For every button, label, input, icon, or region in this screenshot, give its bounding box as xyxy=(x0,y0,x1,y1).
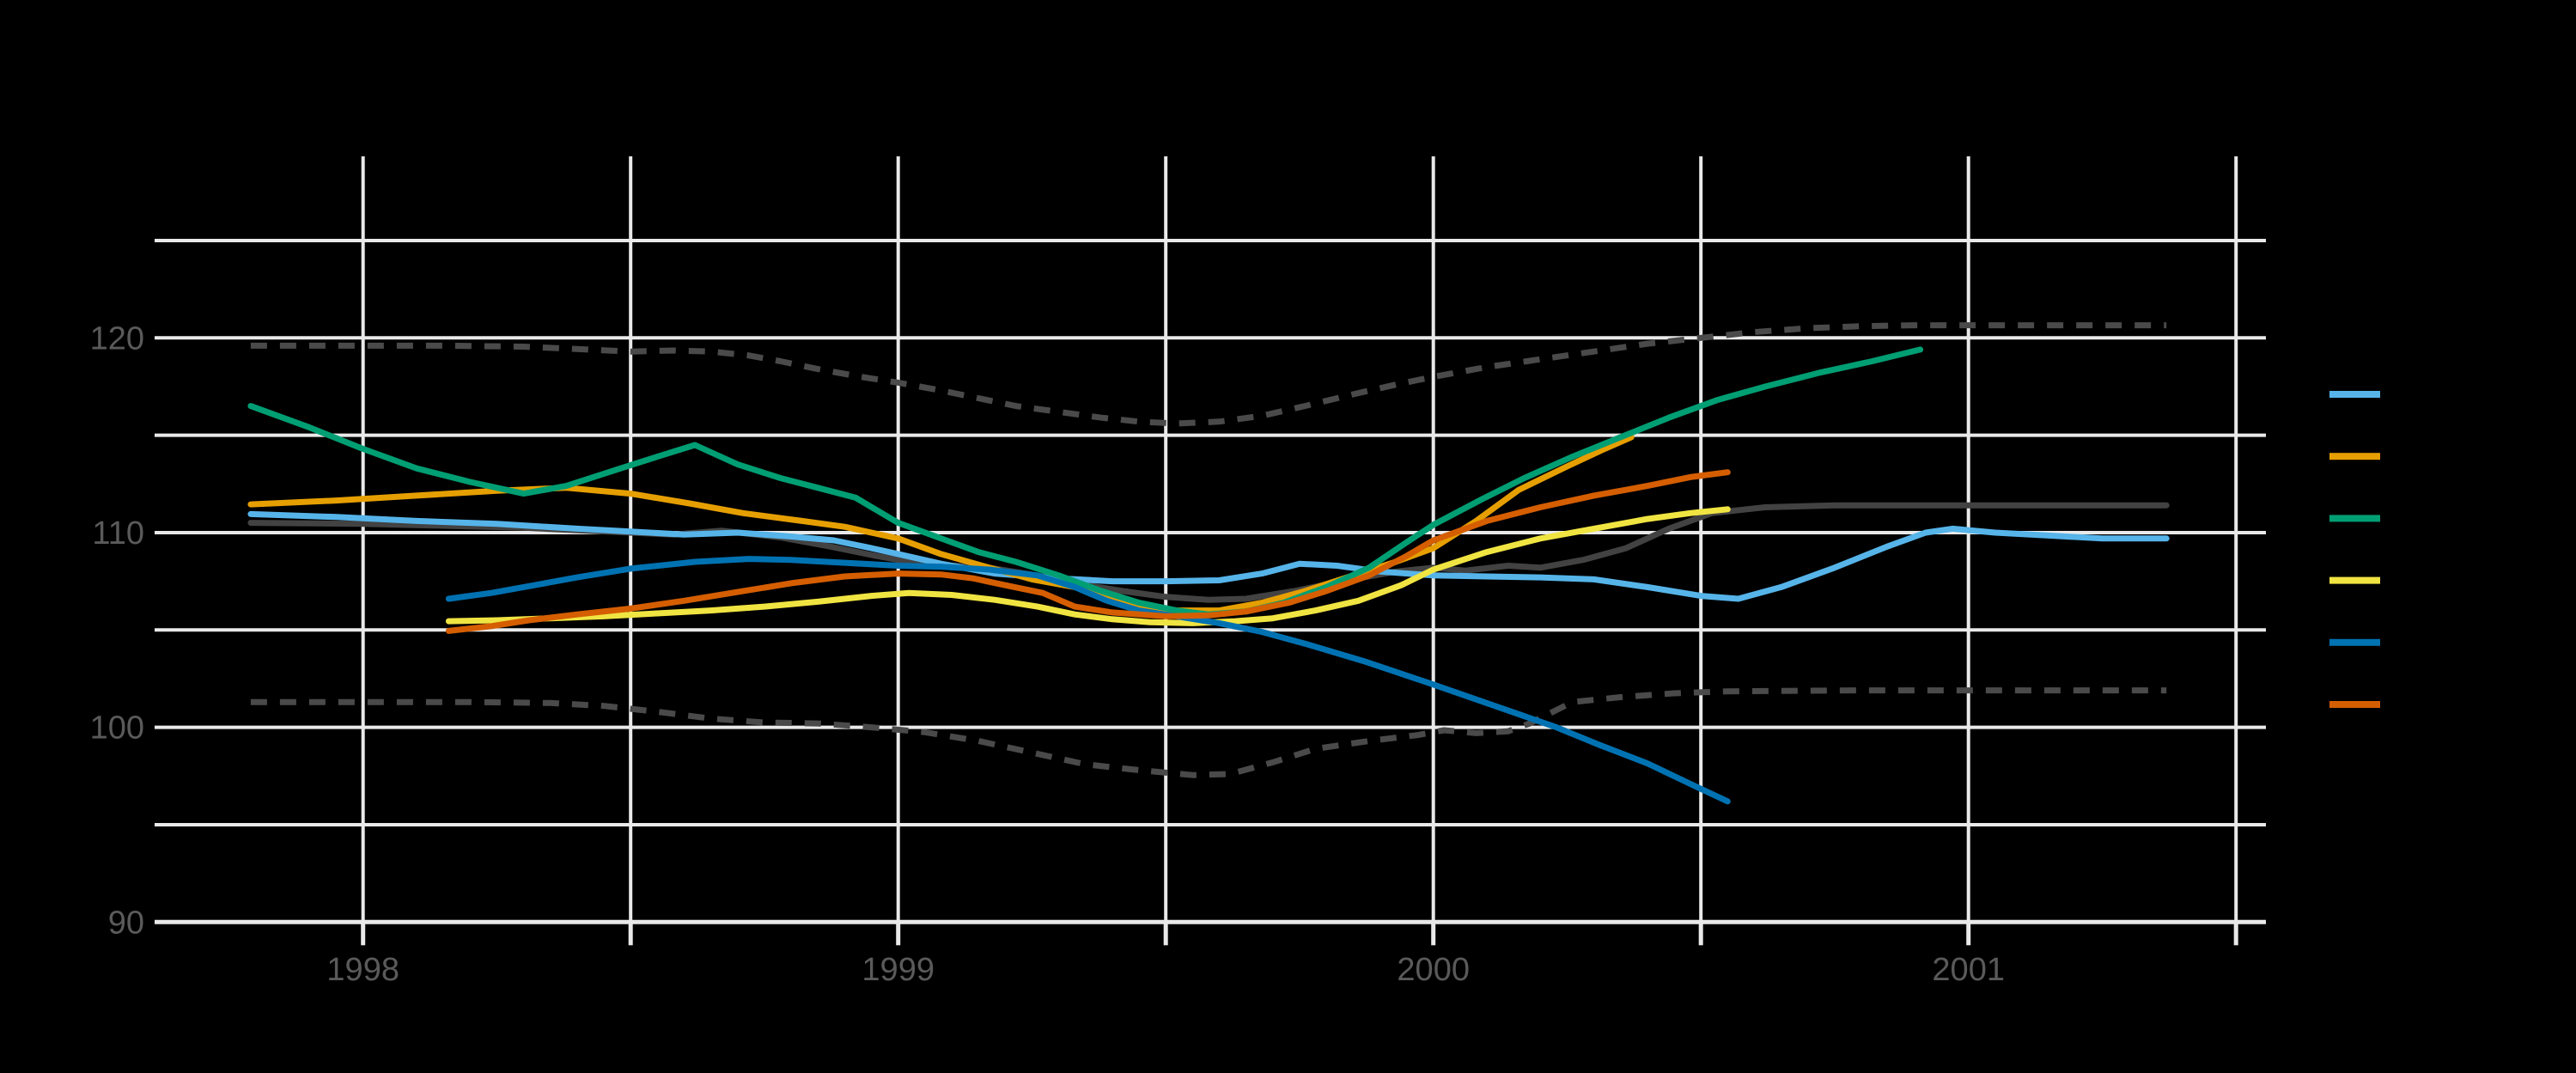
x-tick-label-2001: 2001 xyxy=(1932,952,2005,988)
x-tick-label-1999: 1999 xyxy=(862,952,935,988)
series-vermillion-line xyxy=(445,469,1731,634)
legend-swatch-series-orange xyxy=(2329,453,2380,460)
y-tick-label-120: 120 xyxy=(90,320,144,357)
y-tick-label-100: 100 xyxy=(90,710,144,747)
x-tick-label-1998: 1998 xyxy=(326,952,399,988)
series-green-line xyxy=(247,346,1924,618)
legend-swatch-series-vermillion xyxy=(2329,701,2380,708)
band-lower-dashed-line xyxy=(250,687,2167,778)
y-tick-label-90: 90 xyxy=(108,905,144,941)
legend-swatch-series-yellow xyxy=(2329,576,2380,584)
series-skyblue-line xyxy=(247,510,2170,602)
y-tick-label-110: 110 xyxy=(92,515,144,552)
band-upper-dashed-line xyxy=(250,322,2167,427)
series-blue-line xyxy=(445,556,1731,805)
x-tick-label-2000: 2000 xyxy=(1397,952,1470,988)
legend-swatch-series-green xyxy=(2329,515,2380,522)
legend-swatch-series-blue xyxy=(2329,638,2380,646)
series-yellow-line xyxy=(445,506,1731,626)
legend-swatch-series-skyblue xyxy=(2329,391,2380,398)
